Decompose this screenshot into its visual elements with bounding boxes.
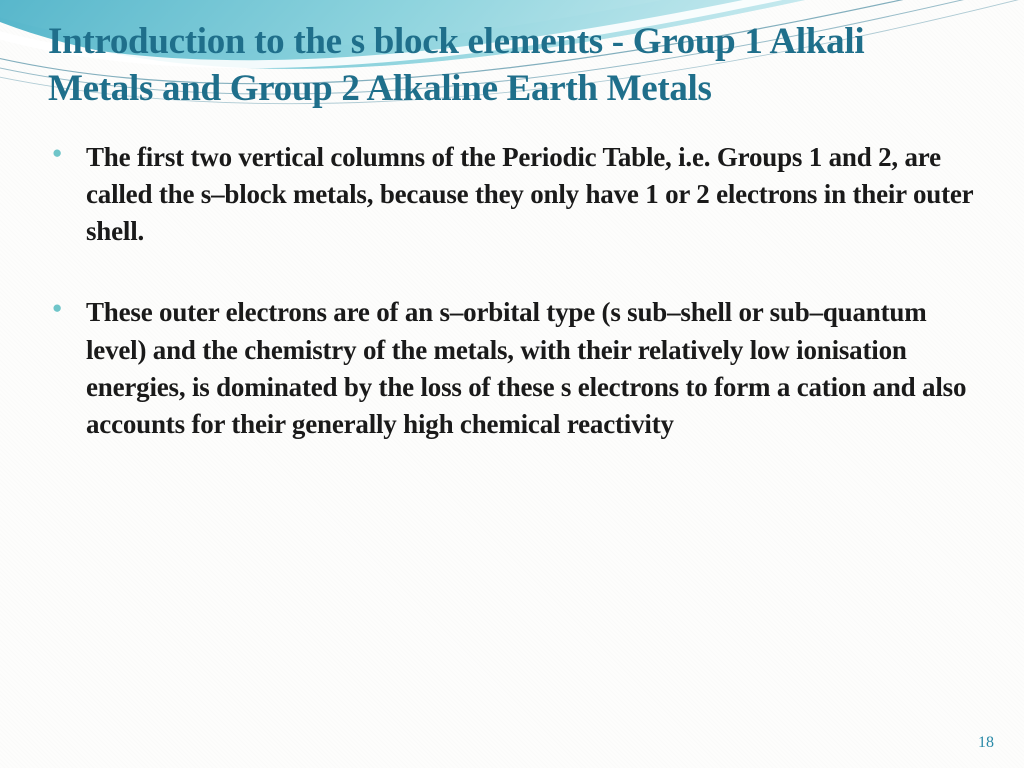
bullet-list: The first two vertical columns of the Pe… — [48, 139, 976, 444]
bullet-item: The first two vertical columns of the Pe… — [86, 139, 976, 251]
slide-content: Introduction to the s block elements - G… — [0, 0, 1024, 443]
page-number: 18 — [978, 734, 994, 752]
bullet-item: These outer electrons are of an s–orbita… — [86, 294, 976, 443]
slide-title: Introduction to the s block elements - G… — [48, 18, 976, 113]
